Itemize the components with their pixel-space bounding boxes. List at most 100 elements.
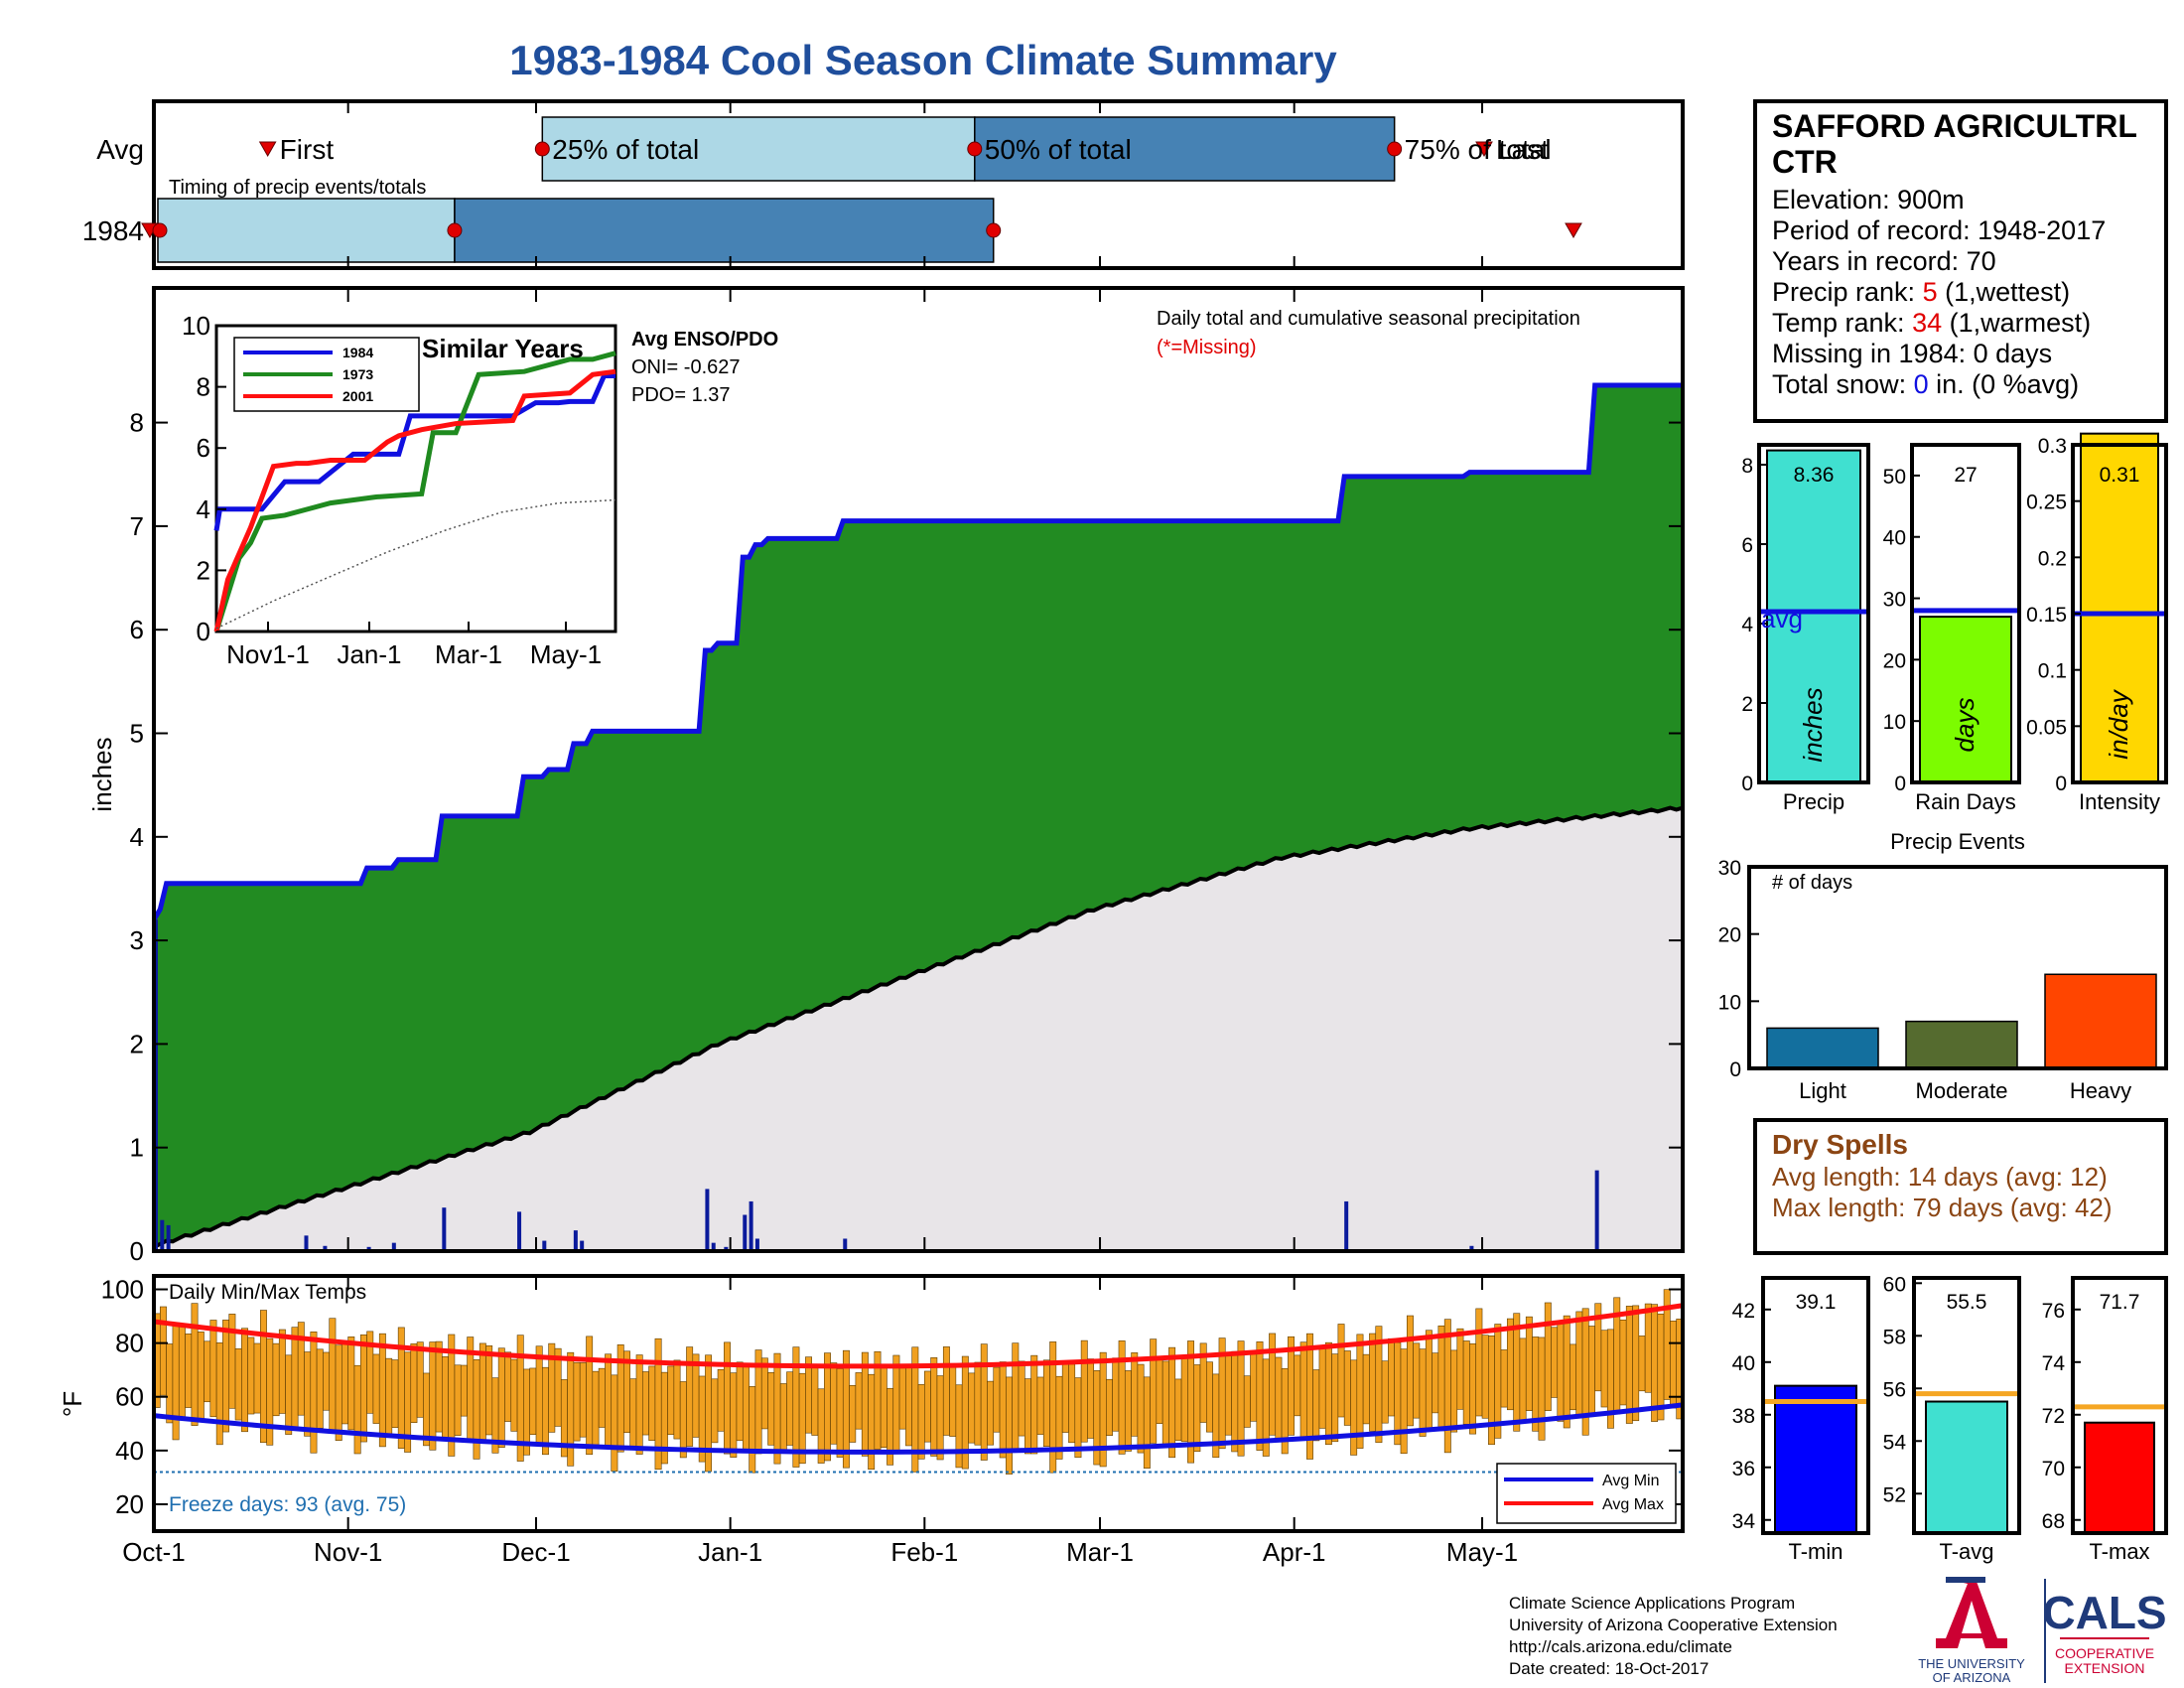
daily-temp-range-bar — [1513, 1313, 1521, 1432]
daily-temp-range-bar — [773, 1352, 781, 1465]
station-name-line2: CTR — [1772, 144, 1838, 180]
daily-temp-range-bar — [473, 1359, 480, 1460]
tmax-tick-label: 72 — [2042, 1405, 2065, 1428]
tmin-value-label: 39.1 — [1796, 1291, 1837, 1314]
daily-temp-range-bar — [724, 1341, 731, 1455]
daily-temp-range-bar — [1087, 1358, 1095, 1439]
daily-temp-range-bar — [1012, 1342, 1020, 1451]
freeze-days-label: Freeze days: 93 (avg. 75) — [169, 1493, 406, 1516]
daily-precip-bar — [743, 1214, 748, 1251]
snow-part: Total snow: — [1772, 369, 1914, 399]
daily-temp-range-bar — [1557, 1321, 1565, 1422]
intensity-tick-label: 0.05 — [2026, 716, 2067, 739]
temp-summary-panels: 34 36 38 40 42 39.1 T-min 52 54 56 58 60 55.5 T-avg 68… — [1732, 1273, 2168, 1564]
daily-temp-range-bar — [711, 1378, 719, 1444]
enso-title: Avg ENSO/PDO — [631, 329, 778, 351]
daily-precip-bar — [160, 1219, 165, 1251]
precip-avg-label: avg — [1761, 604, 1803, 633]
daily-temp-range-bar — [1124, 1370, 1132, 1452]
daily-temp-range-bar — [1318, 1345, 1326, 1429]
avg-min-line — [153, 1402, 1684, 1455]
month-tick-label: Jan-1 — [698, 1537, 762, 1567]
daily-temp-range-bar — [1475, 1308, 1483, 1417]
inset-legend-label: 1973 — [342, 366, 373, 382]
daily-temp-range-bar — [460, 1364, 468, 1417]
daily-temp-range-bar — [824, 1352, 831, 1462]
daily-temp-range-bar — [178, 1323, 186, 1418]
daily-temp-range-bar — [849, 1385, 857, 1443]
daily-temp-range-bar — [641, 1371, 649, 1436]
inset-y-tick-label: 0 — [197, 617, 210, 646]
inset-x-tick-label: Mar-1 — [435, 639, 502, 669]
year-first-dot — [152, 222, 168, 238]
ua-text-line1: THE UNIVERSITY — [1918, 1656, 2025, 1671]
tavg-tick-label: 54 — [1883, 1431, 1907, 1454]
temps-y-tick-label: 100 — [101, 1275, 144, 1305]
daily-precip-bar — [1344, 1200, 1349, 1251]
event-bar-moderate — [1905, 1020, 2018, 1069]
tavg-bar — [1925, 1400, 2008, 1534]
main-y-tick-label: 5 — [130, 718, 144, 748]
daily-temp-range-bar — [611, 1374, 618, 1472]
daily-temp-range-bar — [329, 1318, 337, 1432]
daily-temp-range-bar — [1131, 1352, 1139, 1437]
daily-temp-range-bar — [730, 1372, 738, 1458]
daily-temp-range-bar — [510, 1358, 518, 1432]
tavg-axis-label: T-avg — [1939, 1539, 1993, 1564]
daily-temp-range-bar — [955, 1384, 963, 1469]
temp-rank-part: 34 — [1912, 308, 1942, 338]
rain-days-value-label: 27 — [1954, 464, 1977, 487]
dry-spells-frame — [1753, 1118, 2168, 1255]
temps-y-tick-label: 20 — [115, 1489, 144, 1519]
tmin-frame — [1761, 1276, 1870, 1535]
daily-temp-range-bar — [917, 1384, 925, 1460]
avg-first-marker — [258, 141, 277, 158]
daily-temp-range-bar — [1231, 1350, 1239, 1453]
year-first-25-box — [157, 198, 456, 263]
daily-temp-range-bar — [359, 1334, 367, 1443]
timing-frame — [152, 99, 1685, 270]
daily-temp-range-bar — [385, 1357, 393, 1438]
daily-temp-range-bar — [485, 1345, 493, 1436]
daily-temp-range-bar — [372, 1353, 380, 1424]
tmax-tick-label: 74 — [2042, 1352, 2066, 1375]
season-totals-panels: 0 2 4 6 8 8.36 inches Precip 0 10 20 30 40 50 27 days Ra… — [1741, 432, 2168, 814]
daily-temp-range-bar — [905, 1364, 912, 1447]
avg-p75-marker — [1387, 141, 1403, 157]
tavg-tick-label: 56 — [1883, 1378, 1906, 1401]
legend-max-label: Avg Max — [1602, 1496, 1664, 1513]
daily-temp-range-bar — [573, 1361, 581, 1442]
daily-temp-range-bar — [830, 1362, 838, 1445]
daily-temp-range-bar — [667, 1365, 675, 1436]
daily-temp-range-bar — [291, 1327, 299, 1429]
daily-precip-bar — [323, 1245, 328, 1251]
daily-temp-range-bar — [1625, 1306, 1633, 1424]
daily-temp-range-bar — [416, 1341, 424, 1418]
ua-logo — [1936, 1577, 2007, 1648]
inset-title: Similar Years — [422, 334, 584, 363]
daily-temp-range-bar — [1006, 1376, 1013, 1475]
daily-temp-range-bar — [335, 1344, 342, 1441]
daily-precip-bar — [754, 1238, 759, 1251]
station-info-line: Period of record: 1948-2017 — [1772, 215, 2106, 245]
daily-temp-range-bar — [1180, 1354, 1188, 1443]
daily-temp-range-bar — [811, 1365, 819, 1436]
daily-temp-range-bar — [974, 1361, 982, 1446]
daily-temp-range-bar — [567, 1351, 575, 1467]
daily-temp-range-bar — [779, 1383, 787, 1451]
daily-temp-range-bar — [1174, 1378, 1182, 1441]
events-ylabel: # of days — [1772, 872, 1852, 894]
daily-temp-range-bar — [1061, 1360, 1069, 1433]
tmin-tick-label: 36 — [1732, 1458, 1755, 1480]
intensity-tick-label: 0.25 — [2026, 492, 2067, 514]
daily-temp-range-bar — [285, 1354, 293, 1435]
month-tick-label: May-1 — [1446, 1537, 1518, 1567]
daily-temp-range-bar — [1312, 1369, 1320, 1442]
pdo-value: PDO= 1.37 — [631, 384, 731, 406]
precip-axis-label: Precip — [1783, 789, 1844, 814]
precip-tick-label: 8 — [1741, 455, 1753, 478]
dry-spells-title: Dry Spells — [1772, 1129, 1908, 1160]
first-label: First — [280, 134, 335, 165]
daily-precip-bar — [711, 1242, 716, 1251]
